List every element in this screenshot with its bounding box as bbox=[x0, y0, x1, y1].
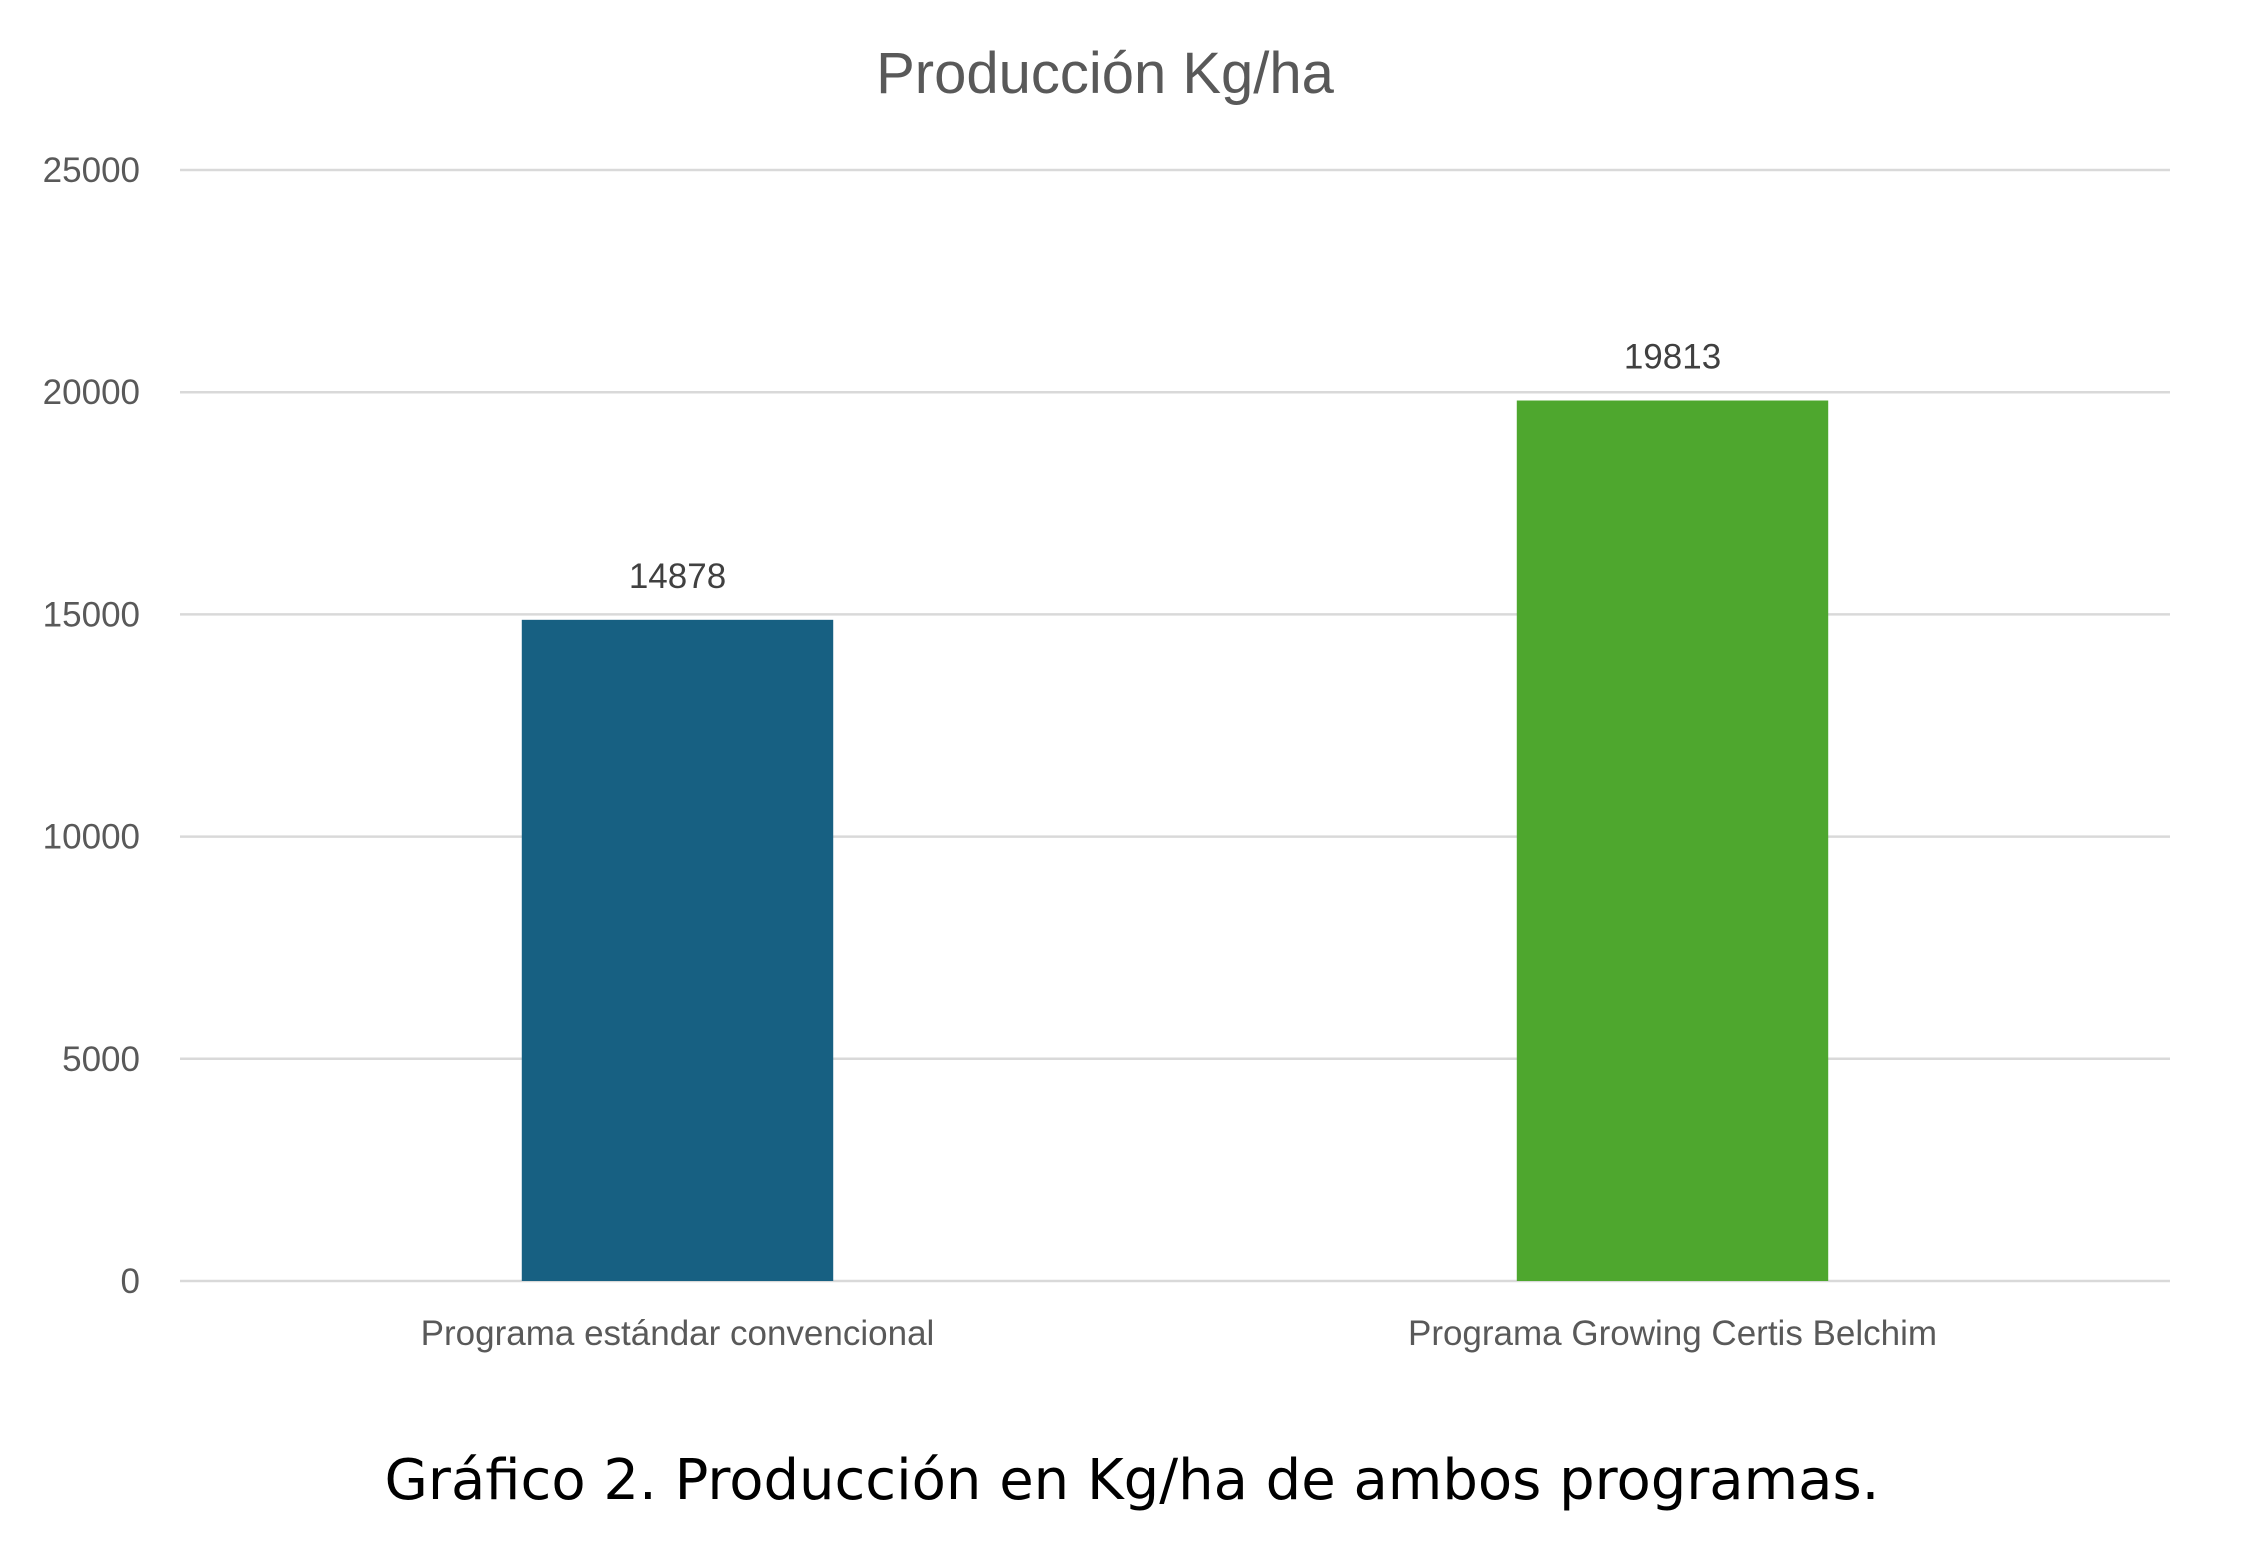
y-tick-label: 0 bbox=[121, 1262, 140, 1301]
figure-caption: Gráfico 2. Producción en Kg/ha de ambos … bbox=[384, 1448, 1880, 1513]
y-tick-label: 10000 bbox=[43, 818, 140, 857]
bars bbox=[521, 400, 1829, 1282]
y-axis-ticks: 0 5000 10000 15000 20000 25000 bbox=[43, 151, 140, 1301]
y-tick-label: 15000 bbox=[43, 595, 140, 634]
data-label: 14878 bbox=[629, 557, 726, 596]
bar bbox=[521, 619, 834, 1281]
data-labels: 14878 19813 bbox=[629, 338, 1721, 596]
x-category-label: Programa Growing Certis Belchim bbox=[1408, 1314, 1937, 1353]
x-axis-categories: Programa estándar convencional Programa G… bbox=[421, 1314, 1937, 1353]
bar-chart: Producción Kg/ha 0 5000 10000 15000 20000 250… bbox=[43, 41, 2170, 1353]
chart-title: Producción Kg/ha bbox=[876, 41, 1335, 106]
data-label: 19813 bbox=[1624, 338, 1721, 377]
x-category-label: Programa estándar convencional bbox=[421, 1314, 935, 1353]
y-tick-label: 20000 bbox=[43, 373, 140, 412]
gridlines bbox=[180, 168, 2170, 1283]
y-tick-label: 5000 bbox=[62, 1040, 140, 1079]
bar bbox=[1516, 400, 1829, 1282]
y-tick-label: 25000 bbox=[43, 151, 140, 190]
